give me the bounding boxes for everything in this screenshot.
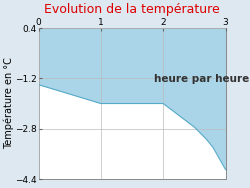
Text: heure par heure: heure par heure: [154, 74, 249, 83]
Y-axis label: Température en °C: Température en °C: [4, 58, 14, 149]
Title: Evolution de la température: Evolution de la température: [44, 3, 220, 17]
